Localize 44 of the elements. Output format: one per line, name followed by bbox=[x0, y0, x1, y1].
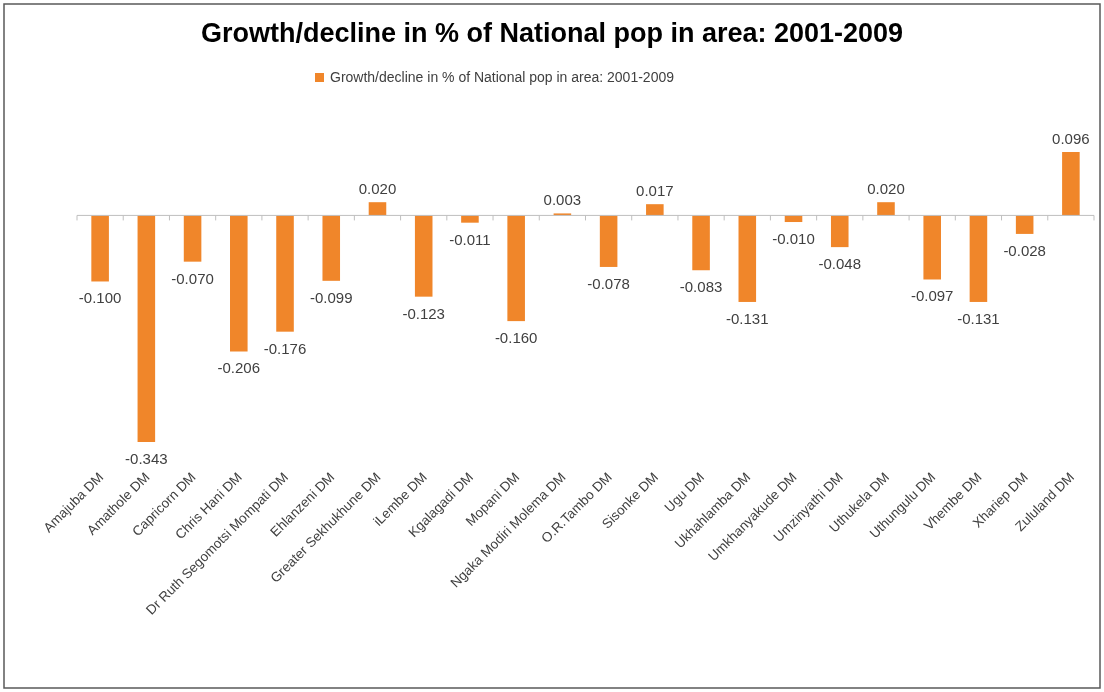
bar bbox=[738, 215, 757, 302]
bar bbox=[969, 215, 988, 302]
data-label: -0.097 bbox=[910, 287, 954, 305]
data-label: -0.078 bbox=[587, 274, 630, 292]
data-label: -0.010 bbox=[772, 230, 815, 248]
bar bbox=[322, 215, 341, 281]
bar bbox=[183, 215, 202, 262]
data-label: -0.070 bbox=[171, 269, 214, 287]
data-label: -0.206 bbox=[217, 359, 261, 377]
bar bbox=[1062, 152, 1080, 216]
bar bbox=[830, 215, 849, 248]
bar bbox=[230, 215, 248, 352]
data-label: 0.020 bbox=[358, 180, 397, 198]
bar bbox=[414, 215, 433, 297]
data-label: -0.176 bbox=[263, 339, 307, 357]
chart-title: Growth/decline in % of National pop in area: 2001-2009 bbox=[200, 18, 904, 48]
bar bbox=[276, 215, 294, 332]
data-label: -0.011 bbox=[449, 230, 491, 248]
data-label: -0.100 bbox=[78, 289, 122, 307]
bar bbox=[1015, 215, 1034, 234]
data-label: -0.131 bbox=[726, 309, 769, 327]
bar bbox=[877, 202, 895, 216]
data-label: -0.048 bbox=[818, 255, 862, 273]
data-label: -0.099 bbox=[309, 288, 353, 306]
bar bbox=[507, 215, 525, 322]
data-label: 0.020 bbox=[867, 180, 905, 198]
data-label: -0.083 bbox=[679, 278, 723, 296]
data-label: -0.160 bbox=[494, 329, 538, 347]
data-label: -0.123 bbox=[402, 304, 445, 322]
data-label: -0.343 bbox=[125, 450, 168, 467]
bar bbox=[599, 215, 618, 267]
data-label: -0.028 bbox=[1003, 241, 1046, 259]
bar bbox=[461, 215, 479, 223]
bar bbox=[137, 215, 156, 442]
bar bbox=[91, 215, 109, 282]
data-label: 0.096 bbox=[1052, 130, 1090, 147]
data-label: 0.017 bbox=[636, 182, 674, 200]
bar bbox=[368, 202, 387, 216]
legend-label: Growth/decline in % of National pop in area: 2001-2009 bbox=[330, 69, 675, 85]
data-label: -0.131 bbox=[957, 309, 1000, 327]
bar bbox=[646, 204, 664, 216]
bar bbox=[692, 215, 710, 271]
data-label: 0.003 bbox=[543, 191, 582, 209]
bar bbox=[923, 215, 941, 280]
